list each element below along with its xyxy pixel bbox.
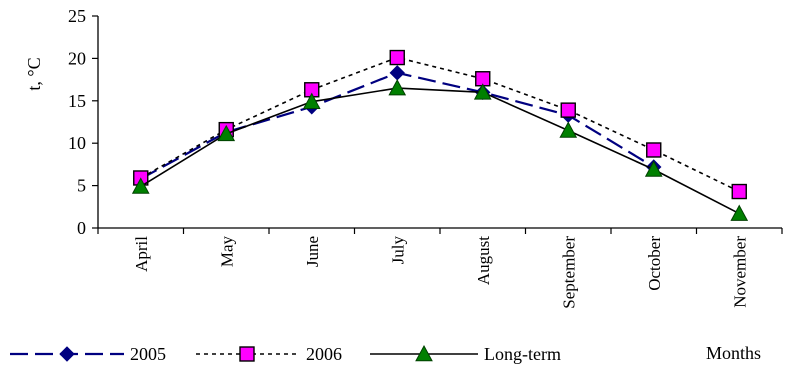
legend-item: Long-term xyxy=(370,344,561,364)
legend-marker xyxy=(239,346,255,362)
data-point xyxy=(560,102,576,118)
legend-marker xyxy=(415,344,433,362)
y-tick-label: 5 xyxy=(77,176,86,196)
x-tick-label: May xyxy=(217,236,236,268)
x-tick-label: July xyxy=(388,236,407,265)
data-point xyxy=(473,83,492,100)
x-tick-label: November xyxy=(730,236,749,308)
data-point xyxy=(730,204,749,221)
data-point xyxy=(731,183,747,200)
y-axis-ticks: 0 5 10 15 20 25 xyxy=(68,6,98,238)
data-point xyxy=(644,160,663,177)
series-line xyxy=(140,56,740,193)
legend: 2005 2006 Long-term xyxy=(10,344,561,364)
data-point xyxy=(646,142,662,158)
series-line xyxy=(140,87,740,215)
y-tick-label: 25 xyxy=(68,6,86,26)
legend-item: 2005 xyxy=(10,344,166,364)
x-axis-ticks: April May June July August September October No… xyxy=(97,228,783,309)
x-tick-label: April xyxy=(132,236,151,272)
data-point xyxy=(389,49,405,66)
x-tick-label: June xyxy=(303,236,322,267)
legend-label: 2006 xyxy=(306,344,342,364)
data-point xyxy=(388,79,407,96)
x-tick-label: August xyxy=(474,236,493,285)
data-point xyxy=(389,65,405,81)
legend-marker xyxy=(59,346,75,362)
x-tick-label: October xyxy=(645,236,664,291)
y-axis-label: t, °C xyxy=(24,57,44,90)
series-long-term xyxy=(131,79,749,221)
data-point xyxy=(217,124,236,142)
y-tick-label: 15 xyxy=(68,91,86,111)
legend-label: Long-term xyxy=(484,344,561,364)
y-tick-label: 20 xyxy=(68,48,86,68)
legend-label: 2005 xyxy=(130,344,166,364)
data-point xyxy=(302,92,321,109)
x-axis-label: Months xyxy=(706,343,761,363)
y-tick-label: 10 xyxy=(68,133,86,153)
x-tick-label: September xyxy=(559,236,578,309)
series-layer xyxy=(131,49,749,221)
data-point xyxy=(559,121,578,138)
legend-item: 2006 xyxy=(196,344,342,364)
data-point xyxy=(131,177,150,194)
plot-area: 0 5 10 15 20 25 April May June July August Septemb… xyxy=(68,6,783,309)
y-tick-label: 0 xyxy=(77,218,86,238)
